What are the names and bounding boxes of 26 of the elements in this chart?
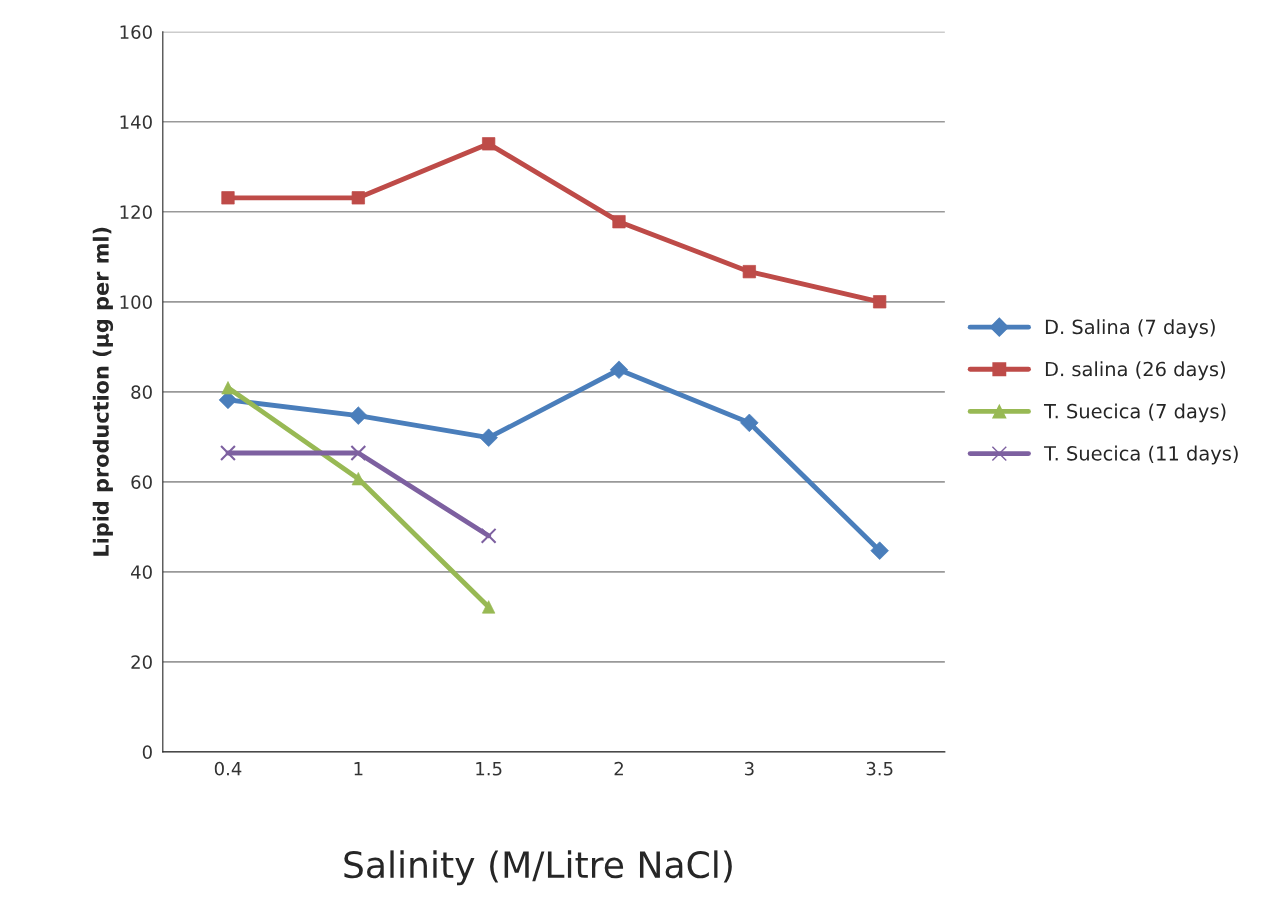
y-axis-title: Lipid production (µg per ml) <box>92 227 114 556</box>
y-tick-label: 80 <box>131 385 152 399</box>
legend-label: D. salina (26 days) <box>1045 361 1225 381</box>
y-tick-label: 0 <box>142 745 152 759</box>
x-tick-label: 0.4 <box>214 761 242 776</box>
y-tick-label: 140 <box>120 115 152 129</box>
point <box>482 137 496 151</box>
point <box>873 295 887 309</box>
legend-label: T. Suecica (11 days) <box>1043 445 1238 465</box>
y-tick-label: 40 <box>131 565 152 579</box>
x-tick-label: 3 <box>744 761 754 776</box>
x-tick-label: 1 <box>354 762 363 776</box>
y-tick-label: 60 <box>131 475 152 489</box>
point <box>480 527 497 544</box>
legend-label: D. Salina (7 days) <box>1045 319 1215 338</box>
y-tick-label: 100 <box>120 295 152 309</box>
x-tick-label: 2 <box>614 761 623 776</box>
point <box>350 445 367 461</box>
x-tick-label: 1.5 <box>476 762 502 776</box>
x-tick-label: 3.5 <box>866 761 893 776</box>
y-tick-label: 20 <box>131 655 152 669</box>
y-tick-label: 160 <box>120 25 152 39</box>
y-tick-label: 120 <box>120 205 152 219</box>
legend-label: T. Suecica (7 days) <box>1043 403 1226 423</box>
point <box>220 445 236 461</box>
x-axis-title: Salinity (M/Litre NaCl) <box>344 850 732 886</box>
